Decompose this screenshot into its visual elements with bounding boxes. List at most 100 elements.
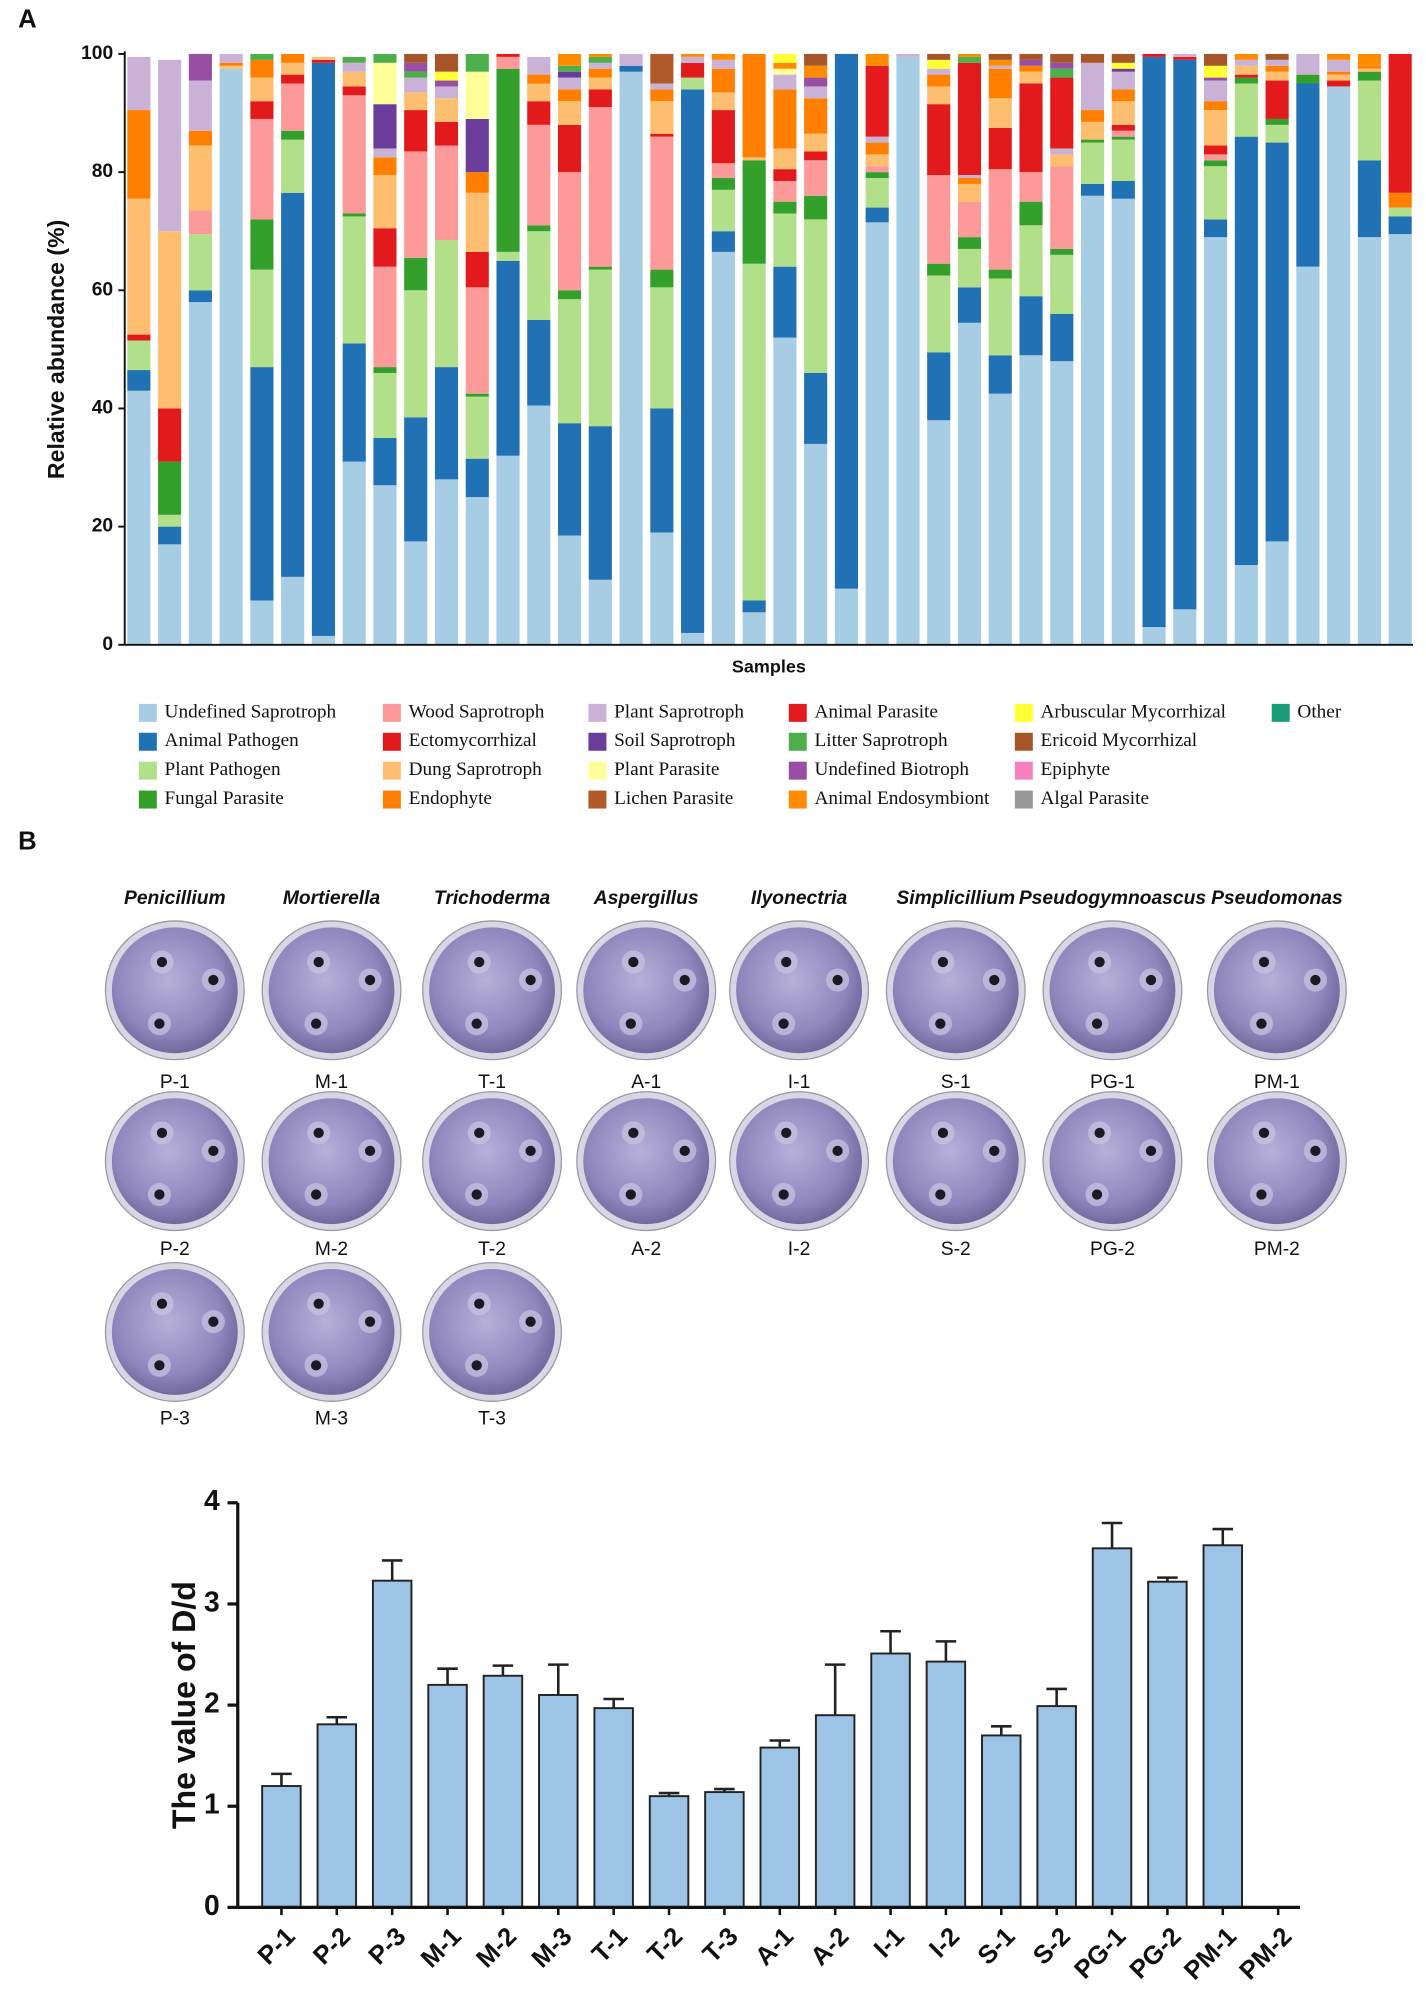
bar-segment [1080, 195, 1105, 645]
bar-segment [496, 455, 520, 645]
bar [593, 1707, 634, 1909]
colony [208, 974, 219, 986]
colony [471, 1018, 482, 1029]
bar-segment [250, 219, 274, 270]
colony [154, 1189, 165, 1200]
colony [310, 1018, 322, 1029]
x-tick-label: PG-1 [1069, 1922, 1131, 1984]
bar-segment [1327, 59, 1351, 72]
bar-segment [711, 110, 735, 164]
bar-segment [1080, 53, 1105, 63]
dish [429, 1269, 556, 1395]
bar-segment [496, 53, 520, 57]
bar-segment [834, 53, 858, 589]
genus-label: Trichoderma [434, 888, 551, 909]
bar-segment [1327, 74, 1351, 81]
bar-segment [681, 62, 705, 78]
bar-segment [404, 541, 428, 645]
bar-segment [711, 163, 735, 179]
colony [935, 1018, 946, 1029]
bar [261, 1785, 302, 1909]
bar-segment [1234, 565, 1258, 645]
bar-segment [927, 275, 951, 353]
bar-segment [281, 576, 305, 645]
x-tick-label: PG-2 [1125, 1922, 1187, 1984]
bar-segment [773, 266, 797, 338]
y-tick-label: 3 [204, 1585, 220, 1617]
bar-segment [281, 62, 305, 75]
bar-segment [434, 145, 459, 241]
bar-segment [1357, 65, 1381, 69]
colony [937, 1127, 949, 1139]
bar-segment [1050, 148, 1074, 155]
bar-segment [1111, 198, 1135, 645]
legend-label: Animal Pathogen [165, 730, 300, 751]
bar-segment [588, 68, 612, 78]
bar-segment [711, 68, 735, 93]
bar-segment [988, 127, 1012, 170]
bar-segment [1357, 71, 1381, 81]
bar-segment [927, 263, 951, 276]
error-bar [991, 1725, 1012, 1736]
plate-label: I-2 [788, 1239, 810, 1260]
bar-segment [742, 53, 766, 158]
legend-swatch [1014, 703, 1033, 722]
genus-label: Penicillium [124, 888, 226, 909]
bar-segment [127, 110, 151, 199]
bar-segment [957, 248, 982, 288]
bar-segment [1265, 53, 1289, 60]
colony [525, 1316, 536, 1327]
bar-segment [434, 479, 459, 645]
bar-segment [1019, 172, 1043, 202]
colony [1145, 1145, 1157, 1156]
legend-label: Algal Parasite [1041, 788, 1150, 809]
bar-segment [957, 322, 982, 645]
bar-segment [1204, 145, 1228, 155]
bar-segment [434, 86, 459, 99]
bar-segment [1234, 59, 1258, 66]
bar-segment [1234, 65, 1258, 75]
legend-label: Fungal Parasite [165, 788, 284, 809]
bar-segment [988, 98, 1012, 128]
bar-segment [127, 334, 151, 341]
bar-segment [650, 89, 674, 102]
bar-segment [373, 266, 397, 368]
colony [525, 1145, 536, 1156]
bar-segment [865, 65, 889, 137]
colony [310, 1360, 322, 1371]
bar [371, 1579, 413, 1909]
bar-segment [465, 251, 489, 288]
bar-segment [342, 216, 366, 344]
colony [1094, 956, 1105, 968]
bar-segment [957, 178, 982, 184]
colony [1091, 1018, 1103, 1029]
panel-label: B [18, 827, 37, 855]
bar-segment [527, 56, 551, 75]
bar-segment [1080, 142, 1105, 184]
bar-segment [588, 89, 612, 108]
colony [313, 1127, 324, 1139]
bar-segment [1050, 248, 1074, 255]
colony [364, 974, 376, 986]
bar-segment [188, 130, 212, 146]
bar-segment [127, 56, 151, 111]
dish [1049, 1098, 1176, 1225]
bar-segment [773, 201, 797, 214]
bar-segment [1357, 80, 1381, 161]
bar-segment [373, 104, 397, 149]
legend-label: Undefined Biotroph [814, 759, 969, 780]
bar-segment [281, 53, 305, 63]
colony [313, 1298, 324, 1309]
plate-label: S-1 [941, 1072, 971, 1093]
bar-segment [804, 86, 828, 99]
bar-segment [588, 62, 612, 69]
error-bar [548, 1663, 569, 1695]
bar-segment [250, 101, 274, 119]
bar-segment [988, 355, 1012, 394]
bar-segment [281, 139, 305, 193]
bar-segment [342, 461, 366, 645]
bar-segment [988, 65, 1012, 69]
x-tick-label: P-3 [363, 1922, 411, 1970]
bar-segment [342, 71, 366, 87]
bar-segment [1234, 77, 1258, 84]
